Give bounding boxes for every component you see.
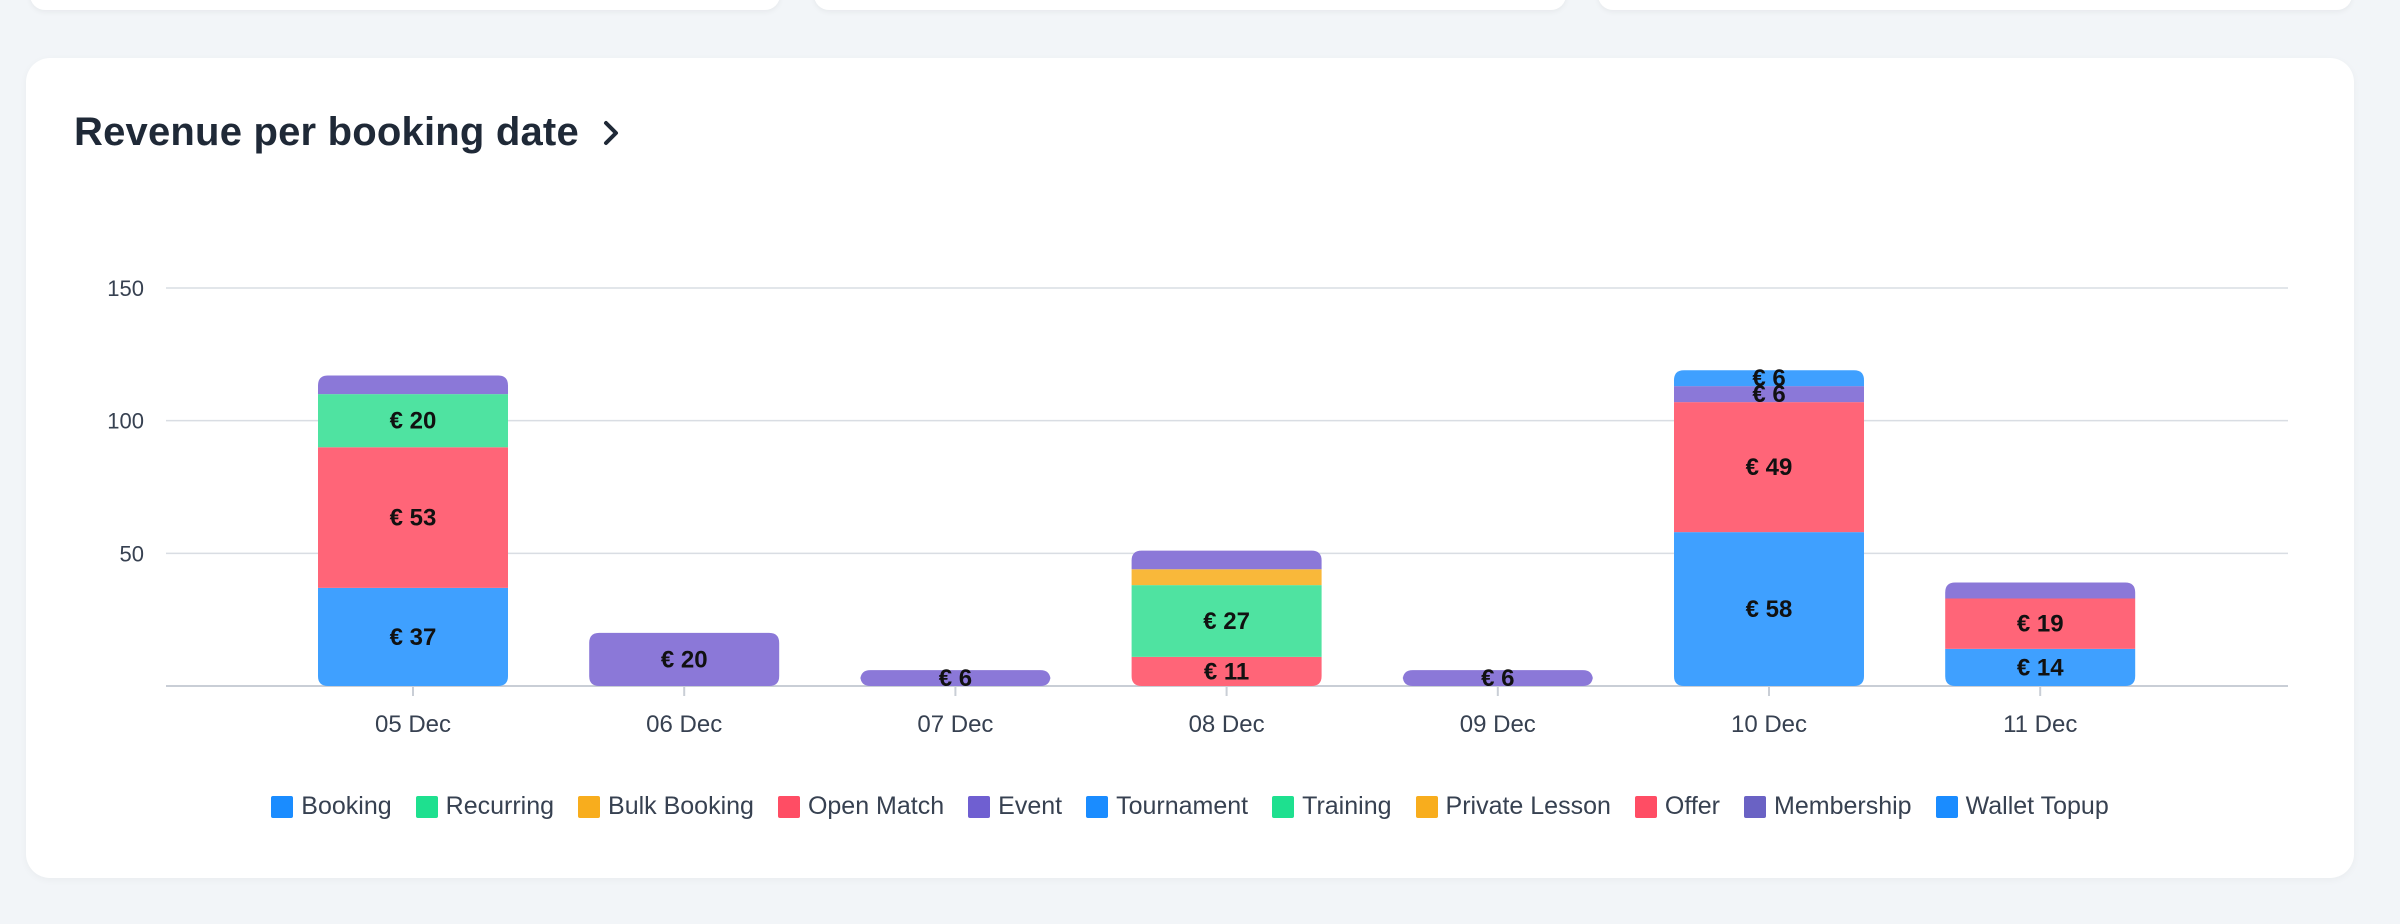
bar-stack[interactable] [318,375,508,686]
legend-swatch [1272,795,1295,818]
legend-label: Recurring [445,792,555,820]
summary-card-1 [30,0,780,10]
legend-swatch [968,795,991,818]
bar-stack[interactable] [860,670,1051,686]
legend-swatch [578,795,601,818]
legend-item-tournament[interactable]: Tournament [1086,792,1248,821]
x-tick-label: 05 Dec [375,711,451,738]
data-label: € 27 [1203,608,1250,635]
legend-item-open-match[interactable]: Open Match [777,792,945,821]
legend-label: Offer [1664,792,1721,820]
legend-item-bulk-booking[interactable]: Bulk Booking [578,792,754,821]
bar-segment-membership[interactable] [1674,386,1864,403]
legend-swatch [415,795,438,818]
data-label: € 11 [1204,658,1249,685]
legend-label: Training [1302,792,1392,820]
data-label: € 20 [661,646,708,673]
bar-segment-booking[interactable] [1945,648,2136,686]
chart-header[interactable]: Revenue per booking date [74,110,623,155]
legend-swatch [1634,795,1657,818]
bar-segment-membership[interactable] [1131,550,1322,570]
legend-item-wallet-topup[interactable]: Wallet Topup [1935,792,2109,821]
legend-item-membership[interactable]: Membership [1744,792,1912,821]
legend-item-booking[interactable]: Booking [271,792,392,821]
bar-stack[interactable] [1945,582,2136,686]
data-label: € 53 [390,505,437,532]
bar-segment-open-match[interactable] [1945,598,2136,649]
legend-label: Private Lesson [1445,792,1611,820]
bar-segment-booking[interactable] [1674,532,1864,686]
bar-stack[interactable] [1131,550,1322,686]
legend-swatch [1415,795,1438,818]
legend-swatch [1086,795,1109,818]
bar-segment-membership[interactable] [860,670,1051,686]
data-label: € 6 [939,665,972,692]
data-label: € 19 [2017,611,2064,638]
legend-item-recurring[interactable]: Recurring [415,792,555,821]
legend-item-event[interactable]: Event [968,792,1062,821]
data-label: € 49 [1746,454,1793,481]
legend-item-training[interactable]: Training [1272,792,1392,821]
bar-segment-training[interactable] [318,394,508,448]
revenue-chart-card: Revenue per booking date 50 100 150 05 Dec €… [26,58,2354,878]
legend-label: Event [998,792,1063,820]
data-label: € 37 [390,624,437,651]
bar-segment-open-match[interactable] [318,447,508,588]
legend-label: Wallet Topup [1965,792,2109,820]
bar-segment-membership[interactable] [1402,670,1593,686]
data-label: € 14 [2017,654,2064,681]
legend-label: Open Match [807,792,945,820]
bar-stack[interactable] [1674,370,1864,686]
data-label: € 6 [1481,665,1514,692]
x-tick-label: 06 Dec [646,711,722,738]
bar-segment-membership[interactable] [318,375,508,395]
bar-segment-open-match[interactable] [1131,656,1322,686]
stacked-bar-chart: 50 100 150 05 Dec € 37 € 53 € 20 06 Dec € 20 07 D… [107,276,2288,738]
legend-swatch [1935,795,1958,818]
summary-card-2 [814,0,1566,10]
data-label: € 58 [1746,596,1793,623]
legend-label: Bulk Booking [608,792,754,820]
x-tick-label: 11 Dec [2003,711,2077,738]
data-label: € 20 [390,408,437,435]
legend-swatch [777,795,800,818]
y-tick-label: 100 [107,409,144,434]
bar-stack[interactable] [589,632,780,686]
legend-swatch [1744,795,1767,818]
data-label: € 6 [1752,381,1785,408]
bar-stack[interactable] [1402,670,1593,686]
legend-label: Booking [301,792,392,820]
bar-segment-membership[interactable] [589,632,780,686]
bar-segment-training[interactable] [1131,585,1322,657]
bar-segment-wallet-topup[interactable] [1674,370,1864,387]
chevron-right-icon[interactable] [601,119,623,147]
x-tick-label: 07 Dec [917,711,993,738]
x-tick-label: 10 Dec [1731,711,1807,738]
data-label: € 6 [1752,365,1785,392]
bar-segment-membership[interactable] [1945,582,2136,599]
x-tick-label: 09 Dec [1460,711,1536,738]
legend-label: Membership [1774,792,1912,820]
bar-segment-booking[interactable] [318,587,508,686]
legend-label: Tournament [1116,792,1249,820]
chart-title[interactable]: Revenue per booking date [74,110,579,154]
bar-segment-private-lesson[interactable] [1131,569,1322,586]
x-tick-label: 08 Dec [1189,711,1265,738]
chart-legend: Booking Recurring Bulk Booking Open Match Ev… [26,792,2354,821]
y-tick-label: 50 [120,541,144,566]
legend-swatch [271,795,294,818]
legend-item-offer[interactable]: Offer [1634,792,1721,821]
bar-segment-open-match[interactable] [1674,402,1864,533]
y-tick-label: 150 [107,276,144,301]
summary-card-3 [1598,0,2352,10]
legend-item-private-lesson[interactable]: Private Lesson [1415,792,1611,821]
